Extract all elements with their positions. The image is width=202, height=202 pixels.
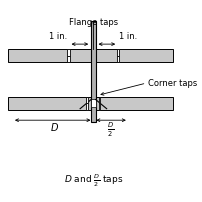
Text: $\frac{D}{2}$: $\frac{D}{2}$ bbox=[107, 121, 115, 139]
Bar bbox=[99, 97, 100, 103]
Bar bbox=[99, 103, 100, 109]
Text: $D$: $D$ bbox=[50, 121, 59, 133]
Bar bbox=[86, 103, 88, 109]
Bar bbox=[91, 100, 96, 107]
Bar bbox=[86, 97, 88, 103]
Text: $D$ and $\frac{D}{2}$ taps: $D$ and $\frac{D}{2}$ taps bbox=[64, 172, 123, 189]
Bar bbox=[117, 56, 119, 62]
Text: Corner taps: Corner taps bbox=[148, 79, 198, 87]
Bar bbox=[117, 49, 119, 56]
Bar bbox=[67, 56, 70, 62]
Text: 1 in.: 1 in. bbox=[119, 33, 137, 41]
Text: Flange taps: Flange taps bbox=[69, 18, 118, 27]
Bar bbox=[8, 49, 173, 62]
Bar bbox=[8, 97, 173, 109]
Text: 1 in.: 1 in. bbox=[49, 33, 68, 41]
Bar bbox=[67, 49, 70, 56]
Bar bbox=[91, 21, 96, 122]
